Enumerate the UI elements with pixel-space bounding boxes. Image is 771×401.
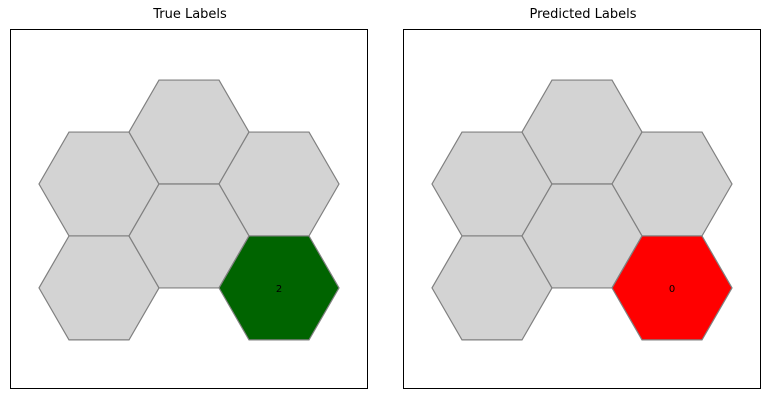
- hex-cell: [611, 235, 733, 341]
- panel-title-true: True Labels: [153, 7, 227, 22]
- hex-cell-label: 0: [669, 284, 675, 295]
- hex-cell: [218, 235, 340, 341]
- panel-title-predicted: Predicted Labels: [529, 7, 637, 22]
- hex-cell-label: 2: [276, 284, 282, 295]
